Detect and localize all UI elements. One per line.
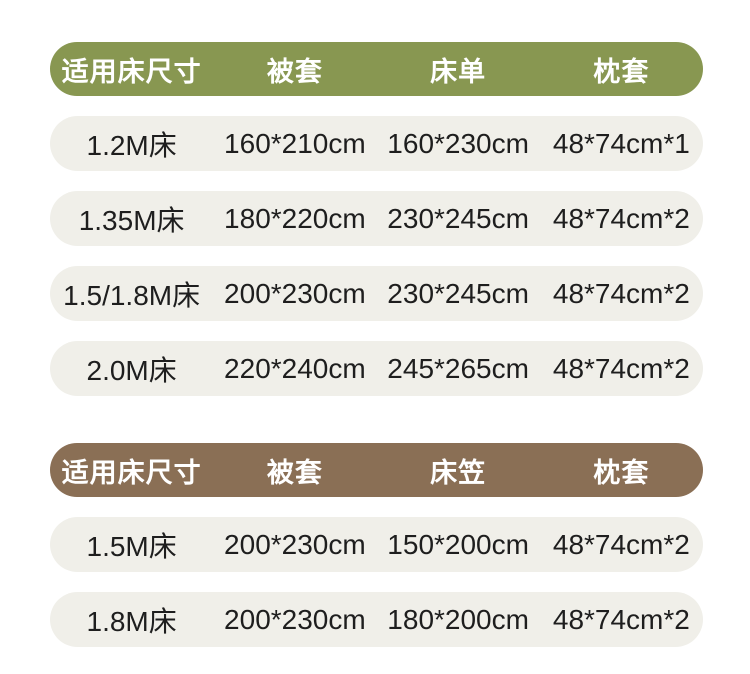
table-row: 1.5M床 200*230cm 150*200cm 48*74cm*2 <box>50 517 703 572</box>
fitted-sheet-set-table-header: 适用床尺寸 被套 床笠 枕套 <box>50 443 703 497</box>
fitted-sheet-size-value: 150*200cm <box>387 528 529 560</box>
column-header-flat-sheet: 床单 <box>430 56 487 87</box>
bed-size-value: 1.5M床 <box>86 530 177 562</box>
duvet-cover-size-value: 200*230cm <box>224 528 366 560</box>
fitted-sheet-set-size-table: 适用床尺寸 被套 床笠 枕套 1.5M床 200*230cm 150*200cm… <box>50 443 703 647</box>
column-header-bed-size: 适用床尺寸 <box>61 457 202 488</box>
duvet-cover-size-value: 220*240cm <box>224 352 366 384</box>
flat-sheet-size-value: 230*245cm <box>387 277 529 309</box>
sheet-set-table-header: 适用床尺寸 被套 床单 枕套 <box>50 42 703 96</box>
duvet-cover-size-value: 180*220cm <box>224 202 366 234</box>
sheet-set-size-table: 适用床尺寸 被套 床单 枕套 1.2M床 160*210cm 160*230cm… <box>50 42 703 396</box>
pillowcase-size-value: 48*74cm*2 <box>552 352 690 384</box>
flat-sheet-size-value: 245*265cm <box>387 352 529 384</box>
table-row: 2.0M床 220*240cm 245*265cm 48*74cm*2 <box>50 341 703 396</box>
bed-size-value: 1.5/1.8M床 <box>63 279 201 311</box>
table-row: 1.35M床 180*220cm 230*245cm 48*74cm*2 <box>50 191 703 246</box>
column-header-bed-size: 适用床尺寸 <box>61 56 202 87</box>
column-header-duvet-cover: 被套 <box>266 457 323 488</box>
bed-size-value: 2.0M床 <box>86 354 177 386</box>
flat-sheet-size-value: 160*230cm <box>387 127 529 159</box>
fitted-sheet-size-value: 180*200cm <box>387 603 529 635</box>
duvet-cover-size-value: 200*230cm <box>224 603 366 635</box>
table-row: 1.5/1.8M床 200*230cm 230*245cm 48*74cm*2 <box>50 266 703 321</box>
pillowcase-size-value: 48*74cm*2 <box>552 202 690 234</box>
pillowcase-size-value: 48*74cm*1 <box>552 127 690 159</box>
bed-size-value: 1.2M床 <box>86 129 177 161</box>
flat-sheet-size-value: 230*245cm <box>387 202 529 234</box>
table-row: 1.8M床 200*230cm 180*200cm 48*74cm*2 <box>50 592 703 647</box>
pillowcase-size-value: 48*74cm*2 <box>552 528 690 560</box>
column-header-duvet-cover: 被套 <box>266 56 323 87</box>
duvet-cover-size-value: 200*230cm <box>224 277 366 309</box>
table-row: 1.2M床 160*210cm 160*230cm 48*74cm*1 <box>50 116 703 171</box>
column-header-pillowcase: 枕套 <box>593 56 650 87</box>
column-header-pillowcase: 枕套 <box>593 457 650 488</box>
duvet-cover-size-value: 160*210cm <box>224 127 366 159</box>
column-header-fitted-sheet: 床笠 <box>430 457 487 488</box>
pillowcase-size-value: 48*74cm*2 <box>552 603 690 635</box>
pillowcase-size-value: 48*74cm*2 <box>552 277 690 309</box>
bed-size-value: 1.35M床 <box>78 204 185 236</box>
bed-size-value: 1.8M床 <box>86 605 177 637</box>
